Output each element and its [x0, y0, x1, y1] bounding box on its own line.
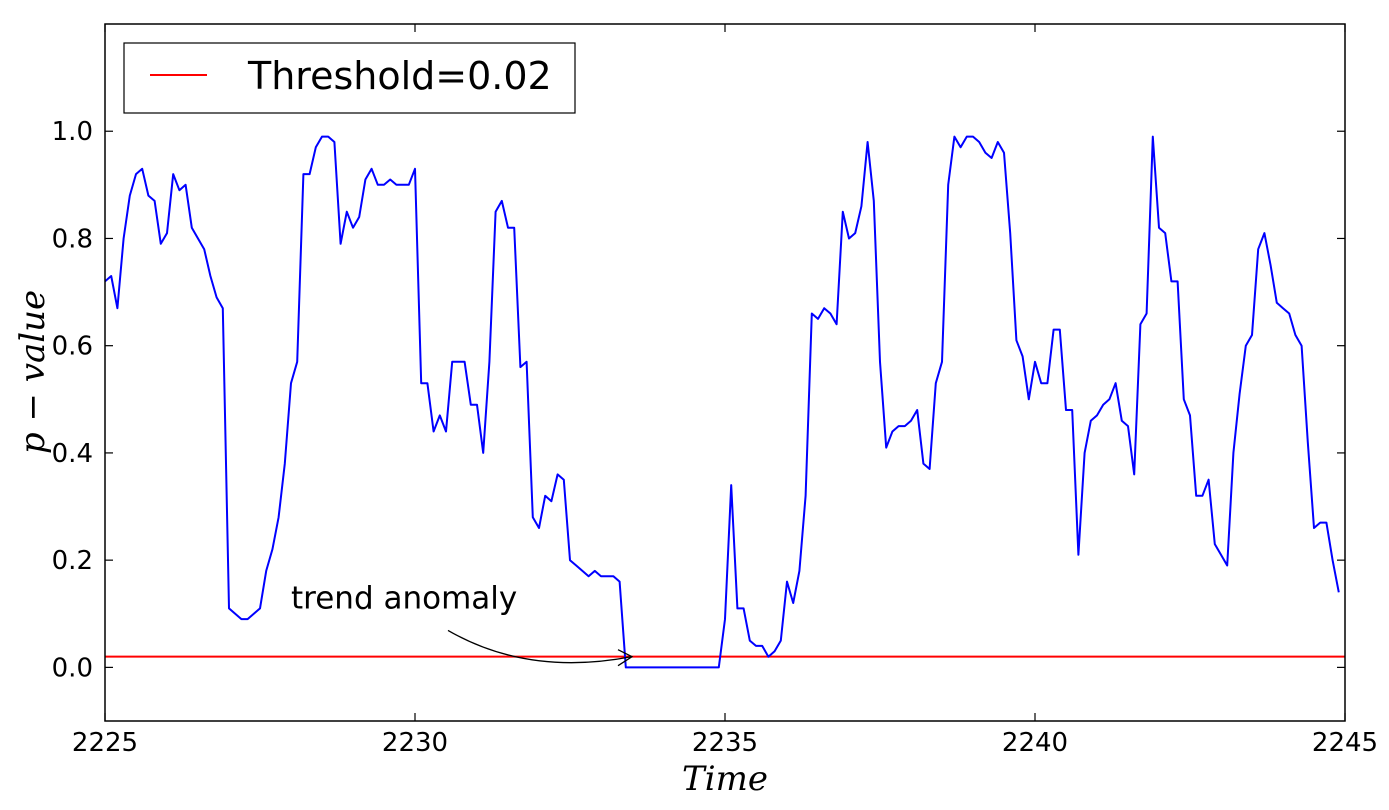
legend-label-threshold: Threshold=0.02 — [247, 54, 552, 98]
y-tick-label: 1.0 — [52, 117, 93, 147]
legend: Threshold=0.02 — [123, 42, 576, 114]
annotation-arrow — [447, 629, 633, 664]
x-tick-label: 2230 — [382, 728, 448, 758]
annotation-text: trend anomaly — [291, 580, 517, 616]
annotation: trend anomaly — [291, 580, 634, 667]
x-tick-label: 2240 — [1002, 728, 1068, 758]
x-axis-label: Time — [682, 759, 768, 799]
y-axis-label: p − value — [13, 290, 53, 454]
p-value-series-line — [104, 135, 1340, 669]
x-tick-label: 2235 — [692, 728, 758, 758]
annotation-arrowhead — [617, 649, 634, 667]
axis-tick-labels: 2225 2230 2235 2240 2245 0.0 0.2 0.4 0.6 0.8 1.0 — [52, 117, 1378, 758]
x-tick-label: 2225 — [72, 728, 138, 758]
plot-frame — [104, 23, 1346, 722]
x-tick-label: 2245 — [1312, 728, 1378, 758]
y-tick-label: 0.0 — [52, 653, 93, 683]
y-tick-label: 0.6 — [52, 332, 93, 362]
y-tick-label: 0.2 — [52, 546, 93, 576]
y-tick-label: 0.4 — [52, 439, 93, 469]
legend-box — [123, 42, 576, 114]
y-tick-label: 0.8 — [52, 224, 93, 254]
